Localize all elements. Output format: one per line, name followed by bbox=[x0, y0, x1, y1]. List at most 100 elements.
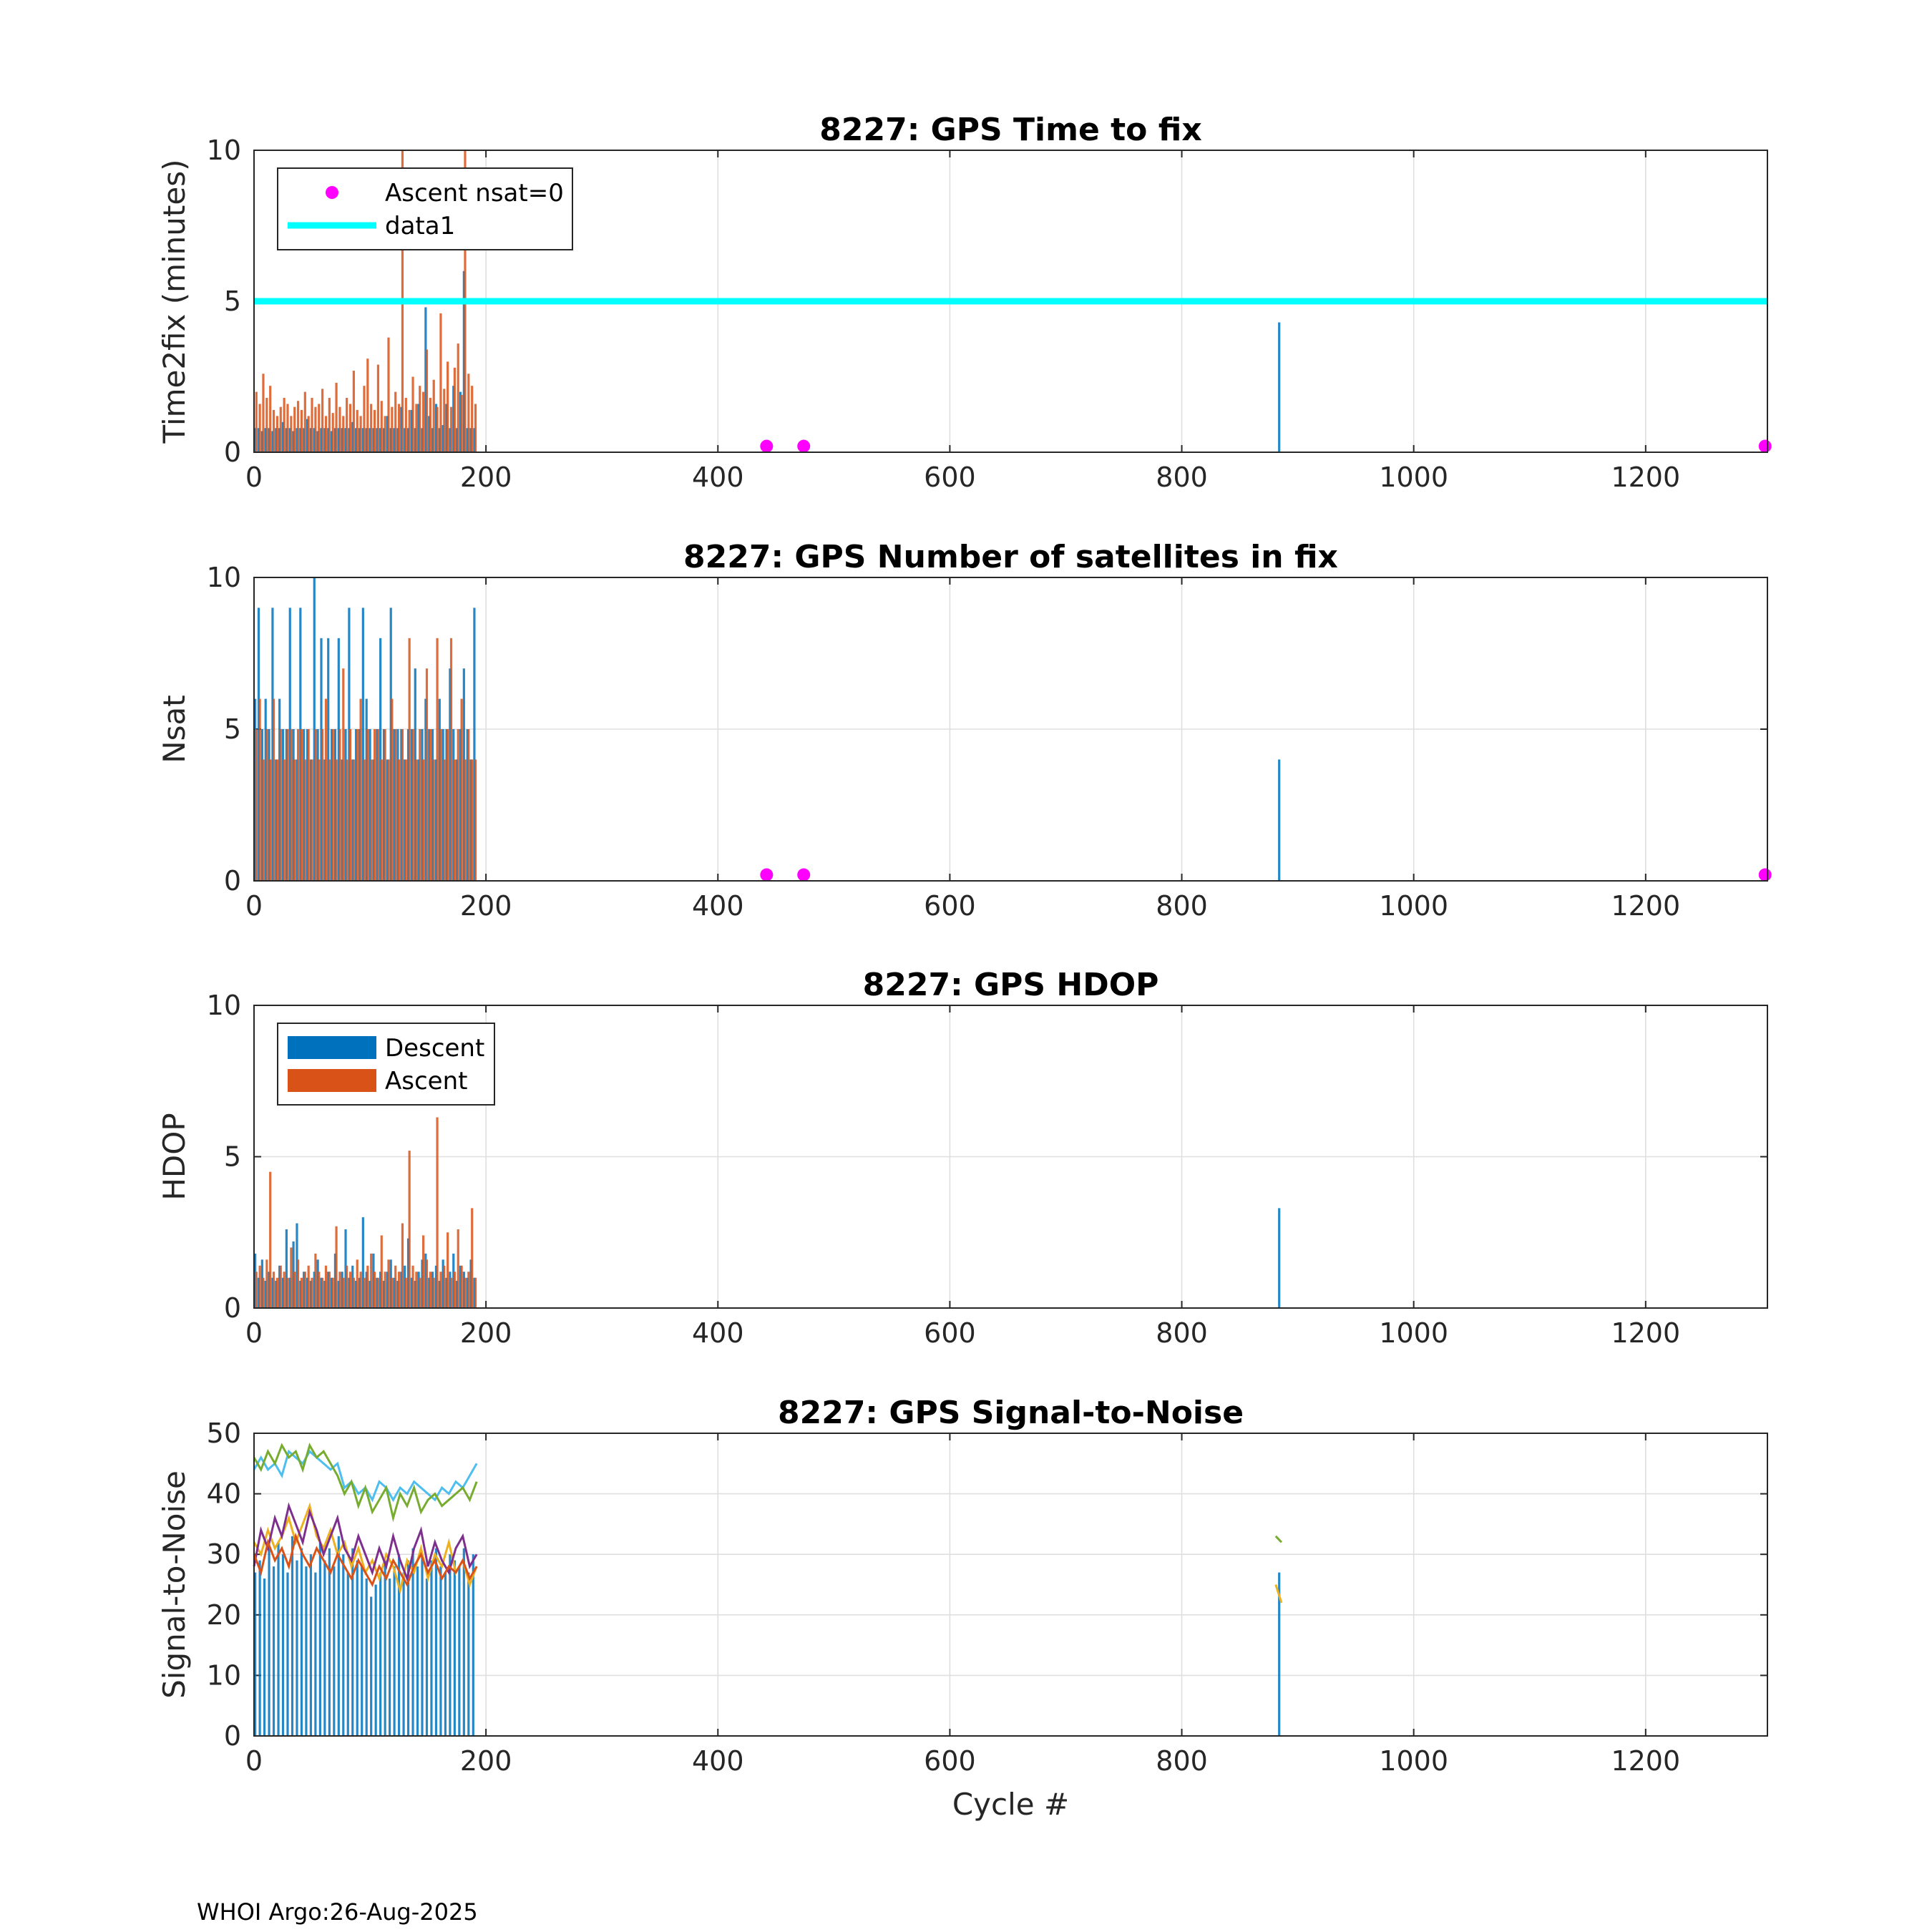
ascent-bar bbox=[290, 416, 293, 452]
descent-bar bbox=[275, 428, 278, 452]
descent-bar bbox=[306, 419, 309, 452]
descent-bar bbox=[356, 1560, 358, 1736]
descent-bar bbox=[258, 1560, 261, 1736]
ascent-bar bbox=[359, 416, 362, 452]
chart-title: 8227: GPS Signal-to-Noise bbox=[778, 1395, 1244, 1431]
x-tick-label: 1200 bbox=[1611, 1745, 1680, 1777]
descent-bar bbox=[272, 1566, 275, 1736]
ascent-bar bbox=[272, 1272, 275, 1308]
ascent-bar bbox=[296, 401, 300, 452]
ascent-bar bbox=[258, 1265, 261, 1308]
series-descent bbox=[254, 1208, 1281, 1308]
ascent-bar bbox=[439, 729, 442, 881]
ascent-bar bbox=[321, 389, 324, 452]
descent-bar bbox=[434, 404, 438, 452]
ascent-bar bbox=[258, 698, 261, 881]
ascent-bar bbox=[275, 1277, 279, 1308]
ascent-bar bbox=[391, 1277, 394, 1308]
descent-bar bbox=[400, 729, 403, 881]
ascent-bar bbox=[331, 729, 334, 881]
legend-patch-icon bbox=[288, 1036, 376, 1059]
descent-bar bbox=[449, 668, 452, 881]
nsat0-marker bbox=[1758, 439, 1772, 453]
descent-bar bbox=[445, 404, 448, 452]
descent-bar bbox=[257, 608, 260, 881]
y-tick-label: 0 bbox=[224, 436, 241, 468]
ascent-bar bbox=[286, 404, 289, 452]
descent-bar bbox=[386, 759, 389, 881]
descent-bar bbox=[288, 1277, 291, 1308]
descent-bar bbox=[410, 1277, 414, 1308]
x-tick-label: 1000 bbox=[1379, 1317, 1448, 1349]
series-descent bbox=[254, 577, 1281, 881]
descent-bar bbox=[292, 1241, 295, 1308]
descent-bar bbox=[351, 759, 354, 881]
ascent-bar bbox=[366, 1265, 369, 1308]
ascent-bar bbox=[443, 1265, 446, 1308]
ascent-bar bbox=[436, 406, 439, 452]
ascent-bar bbox=[346, 1265, 348, 1308]
ascent-bar bbox=[314, 1253, 317, 1308]
ascent-bar bbox=[425, 1259, 429, 1308]
ascent-bar bbox=[415, 404, 418, 452]
descent-bar bbox=[313, 577, 316, 881]
descent-bar bbox=[271, 608, 274, 881]
ascent-bar bbox=[419, 1277, 421, 1308]
descent-bar bbox=[281, 729, 285, 881]
descent-bar bbox=[441, 425, 444, 452]
legend-box bbox=[277, 167, 573, 250]
descent-bar bbox=[333, 1566, 336, 1736]
axes-box bbox=[253, 577, 1768, 882]
ascent-bar bbox=[387, 1259, 390, 1308]
descent-bar bbox=[330, 431, 333, 452]
descent-bar bbox=[393, 428, 396, 452]
x-tick-label: 600 bbox=[924, 1745, 976, 1777]
descent-bar bbox=[320, 638, 323, 881]
x-tick-label: 0 bbox=[245, 1745, 263, 1777]
descent-bar bbox=[410, 409, 414, 452]
descent-bar bbox=[379, 428, 382, 452]
descent-bar bbox=[1278, 759, 1281, 881]
descent-bar bbox=[323, 1280, 326, 1308]
descent-bar bbox=[292, 729, 295, 881]
ascent-bar bbox=[387, 759, 390, 881]
descent-bar bbox=[303, 428, 306, 452]
ascent-bar bbox=[397, 759, 401, 881]
chart-title: 8227: GPS Time to fix bbox=[819, 112, 1201, 148]
axes-box bbox=[253, 150, 1768, 453]
ascent-bar bbox=[425, 668, 429, 881]
descent-bar bbox=[358, 1277, 361, 1308]
ascent-bar bbox=[300, 729, 303, 881]
descent-bar bbox=[466, 428, 469, 452]
descent-bar bbox=[466, 729, 469, 881]
descent-bar bbox=[424, 1253, 427, 1308]
ascent-bar bbox=[335, 759, 338, 881]
ascent-bar bbox=[275, 416, 279, 452]
x-tick-label: 200 bbox=[460, 1745, 512, 1777]
ascent-bar bbox=[356, 409, 358, 452]
x-tick-label: 400 bbox=[692, 1317, 744, 1349]
ascent-bar bbox=[286, 1277, 289, 1308]
ascent-bar bbox=[255, 729, 258, 881]
descent-bar bbox=[254, 698, 257, 881]
descent-bar bbox=[316, 431, 319, 452]
legend-patch-icon bbox=[288, 1069, 376, 1092]
descent-bar bbox=[260, 729, 263, 881]
descent-bar bbox=[434, 759, 438, 881]
descent-bar bbox=[462, 270, 465, 452]
legend-label: Descent bbox=[385, 1034, 484, 1063]
descent-bar bbox=[254, 1572, 257, 1736]
ascent-bar bbox=[335, 382, 338, 452]
x-tick-label: 800 bbox=[1156, 462, 1208, 493]
ascent-bar bbox=[346, 398, 348, 452]
descent-bar bbox=[361, 1217, 364, 1308]
ascent-bar bbox=[471, 759, 474, 881]
descent-bar bbox=[434, 1548, 438, 1736]
ascent-bar bbox=[460, 698, 463, 881]
ascent-bar bbox=[443, 759, 446, 881]
ascent-bar bbox=[296, 729, 300, 881]
ascent-bar bbox=[415, 1272, 418, 1308]
descent-bar bbox=[424, 307, 427, 452]
x-tick-label: 1000 bbox=[1379, 1745, 1448, 1777]
descent-bar bbox=[296, 428, 298, 452]
